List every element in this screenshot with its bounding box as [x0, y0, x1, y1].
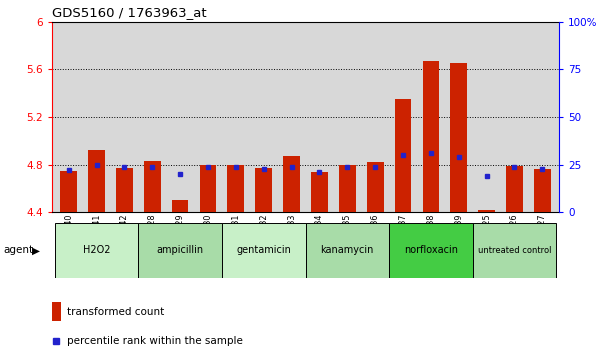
Bar — [144, 161, 161, 212]
Bar — [423, 61, 439, 212]
Text: GDS5160 / 1763963_at: GDS5160 / 1763963_at — [52, 6, 207, 19]
Bar — [284, 156, 300, 212]
Bar — [478, 210, 495, 212]
Bar — [172, 200, 188, 212]
Bar — [306, 223, 389, 278]
Bar — [116, 168, 133, 212]
Bar — [389, 223, 473, 278]
Bar — [138, 223, 222, 278]
Bar — [255, 168, 272, 212]
Bar — [227, 165, 244, 212]
Text: transformed count: transformed count — [67, 307, 164, 317]
Bar — [222, 223, 306, 278]
Text: kanamycin: kanamycin — [321, 245, 374, 256]
Bar — [311, 172, 327, 212]
Text: agent: agent — [3, 245, 33, 256]
Text: ▶: ▶ — [32, 245, 40, 256]
Text: ampicillin: ampicillin — [156, 245, 203, 256]
Bar — [506, 166, 523, 212]
Bar — [395, 99, 411, 212]
Bar — [534, 170, 551, 212]
Bar — [200, 165, 216, 212]
Text: gentamicin: gentamicin — [236, 245, 291, 256]
Bar — [367, 162, 384, 212]
Bar — [52, 302, 61, 321]
Bar — [450, 64, 467, 212]
Text: untreated control: untreated control — [478, 246, 551, 255]
Text: H2O2: H2O2 — [82, 245, 110, 256]
Bar — [473, 223, 556, 278]
Text: norfloxacin: norfloxacin — [404, 245, 458, 256]
Bar — [339, 165, 356, 212]
Bar — [60, 171, 77, 212]
Bar — [55, 223, 138, 278]
Bar — [88, 150, 105, 212]
Text: percentile rank within the sample: percentile rank within the sample — [67, 336, 243, 346]
